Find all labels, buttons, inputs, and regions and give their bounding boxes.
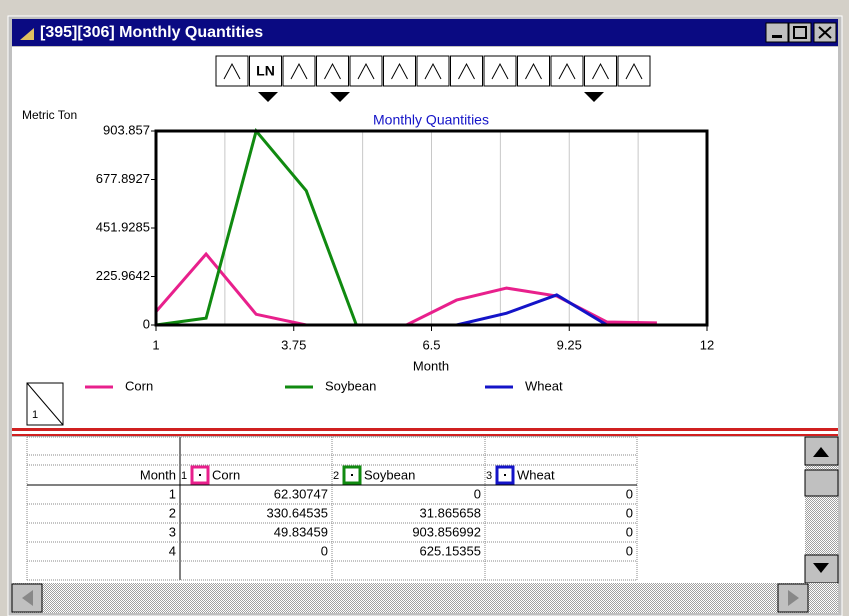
toolbar-button[interactable]: [215, 55, 249, 87]
window-title: [395][306] Monthly Quantities: [40, 24, 263, 41]
toolbar-button[interactable]: [249, 55, 282, 87]
window-icon: [20, 28, 34, 40]
table-cell: 2: [169, 505, 176, 520]
toolbar-icon: [525, 62, 542, 80]
x-tick-label: 9.25: [557, 337, 582, 352]
toolbar-icon: [491, 62, 509, 80]
column-header: Month: [140, 467, 176, 482]
toolbar-icon: [391, 62, 408, 80]
chart-panel: [12, 47, 838, 430]
splitter-red-2: [12, 434, 838, 436]
toolbar-button[interactable]: [617, 55, 651, 87]
table-cell: 330.64535: [267, 505, 328, 520]
toolbar: LN: [215, 55, 651, 102]
y-tick-label: 0: [143, 316, 150, 331]
toolbar-button[interactable]: [349, 55, 383, 87]
toolbar-label: LN: [256, 63, 275, 79]
table-cell: 0: [321, 543, 328, 558]
table-cell: 0: [626, 505, 633, 520]
table-panel: [12, 437, 805, 583]
table-cell: 0: [626, 524, 633, 539]
legend-label: Wheat: [525, 378, 563, 393]
x-tick-label: 1: [152, 337, 159, 352]
toolbar-icon: [592, 62, 609, 80]
scroll-left-glyph: [22, 590, 33, 606]
scroll-right-glyph: [788, 590, 799, 606]
toolbar-button[interactable]: [316, 55, 349, 87]
table-cell: 62.30747: [274, 486, 328, 501]
legend-label: Corn: [125, 378, 153, 393]
scroll-up-glyph: [813, 447, 829, 457]
chart-title: Monthly Quantities: [373, 112, 489, 128]
toolbar-button[interactable]: [483, 55, 517, 87]
toolbar-button[interactable]: [450, 55, 483, 87]
close-glyph: [818, 26, 832, 39]
toolbar-icon: [458, 62, 475, 80]
table-cell: 0: [626, 543, 633, 558]
toolbar-button[interactable]: [383, 55, 416, 87]
x-axis-label: Month: [413, 358, 449, 373]
toolbar-icon: [424, 62, 442, 80]
column-number: 3: [486, 470, 492, 482]
maximize-glyph: [793, 26, 807, 39]
page-marker-diagonal: [26, 382, 64, 426]
toolbar-icon: [625, 62, 643, 80]
table: Month 1 Corn 2 Soybean 3 Wheat 1 62.30747 0 0 2 330.…: [26, 436, 638, 581]
toolbar-button[interactable]: [416, 55, 450, 87]
y-tick-label: 677.8927: [96, 171, 150, 186]
plot-frame: [154, 129, 709, 327]
maximize-button[interactable]: [788, 22, 812, 43]
table-cell: 49.83459: [274, 524, 328, 539]
toolbar-button[interactable]: [517, 55, 550, 87]
table-cell: 3: [169, 524, 176, 539]
table-cell: 0: [626, 486, 633, 501]
x-tick-label: 12: [700, 337, 714, 352]
toolbar-button[interactable]: [584, 55, 617, 87]
column-header: Wheat: [517, 467, 555, 482]
toolbar-button[interactable]: [282, 55, 316, 87]
splitter-gap: [12, 431, 838, 434]
table-cell: 903.856992: [412, 524, 481, 539]
column-number: 2: [333, 470, 339, 482]
title-bar: [12, 19, 838, 46]
scroll-thumb[interactable]: [804, 469, 839, 497]
toolbar-icon: [357, 62, 375, 80]
toolbar-icon: [223, 62, 241, 80]
toolbar-icon: [558, 62, 576, 80]
y-tick-label: 451.9285: [96, 219, 150, 234]
window-buttons[interactable]: [765, 22, 837, 43]
x-tick-label: 6.5: [422, 337, 440, 352]
dropdown-arrow: [258, 92, 278, 102]
table-cell: 1: [169, 486, 176, 501]
y-axis-label: Metric Ton: [22, 108, 77, 122]
x-tick-label: 3.75: [281, 337, 306, 352]
scroll-down-glyph: [813, 563, 829, 573]
page-marker: 1: [32, 409, 38, 421]
table-cell: 31.865658: [420, 505, 481, 520]
table-cell: 0: [474, 486, 481, 501]
table-cell: 625.15355: [420, 543, 481, 558]
dropdown-arrow: [330, 92, 350, 102]
toolbar-icon: [290, 62, 308, 80]
horizontal-scrollbar[interactable]: [12, 583, 838, 613]
minimize-glyph: [772, 35, 782, 38]
y-tick-label: 903.857: [103, 122, 150, 137]
table-cell: 4: [169, 543, 176, 558]
column-number: 1: [181, 470, 187, 482]
column-header: Corn: [212, 467, 240, 482]
splitter-red: [12, 428, 838, 431]
toolbar-icon: [324, 62, 341, 80]
series-box-dot: [199, 474, 201, 476]
series-box-dot: [351, 474, 353, 476]
toolbar-button[interactable]: [550, 55, 584, 87]
series-box-dot: [504, 474, 506, 476]
column-header: Soybean: [364, 467, 415, 482]
dropdown-arrow: [584, 92, 604, 102]
y-tick-label: 225.9642: [96, 268, 150, 283]
minimize-button[interactable]: [765, 22, 789, 43]
legend-label: Soybean: [325, 378, 376, 393]
